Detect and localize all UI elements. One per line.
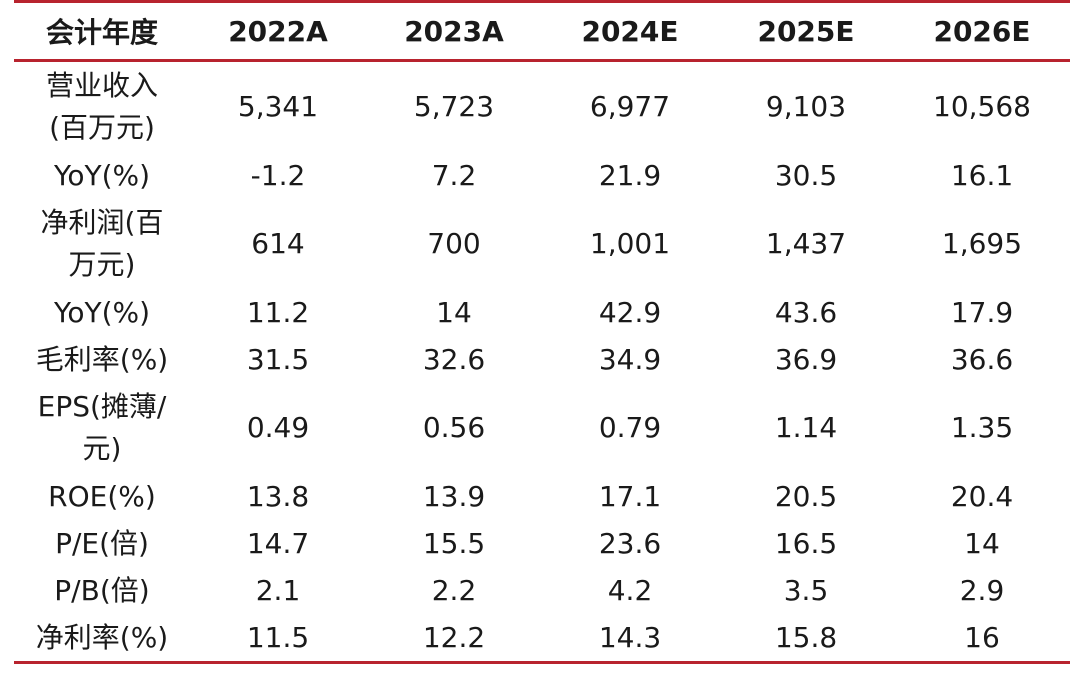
financial-forecast-table-container: 会计年度 2022A 2023A 2024E 2025E 2026E 营业收入(…	[14, 0, 1070, 664]
table-cell: 3.5	[783, 573, 829, 607]
table-cell: 1,437	[765, 227, 847, 260]
table-row-revenue: 营业收入(百万元) 5,341 5,723 6,977 9,103 10,568	[14, 61, 1070, 153]
table-cell: 14.7	[246, 526, 310, 560]
table-row-pb: P/B(倍) 2.1 2.2 4.2 3.5 2.9	[14, 567, 1070, 614]
header-row: 会计年度 2022A 2023A 2024E 2025E 2026E	[14, 0, 1070, 62]
row-label: 毛利率(%)	[35, 342, 169, 376]
financial-forecast-table: 会计年度 2022A 2023A 2024E 2025E 2026E 营业收入(…	[14, 0, 1070, 664]
header-cell-fiscal-year: 会计年度	[14, 0, 190, 62]
table-row-net-profit: 净利润(百万元) 614 700 1,001 1,437 1,695	[14, 199, 1070, 289]
table-cell: 10,568	[933, 90, 1031, 123]
table-cell: 0.79	[598, 411, 662, 444]
table-cell: 16	[894, 614, 1070, 664]
table-row-revenue-yoy: YoY(%) -1.2 7.2 21.9 30.5 16.1	[14, 152, 1070, 199]
table-cell: 5,341	[237, 90, 319, 123]
table-cell: -1.2	[250, 158, 306, 192]
table-cell: 17.9	[950, 295, 1014, 329]
table-row-net-profit-yoy: YoY(%) 11.2 14 42.9 43.6 17.9	[14, 289, 1070, 336]
table-cell: 30.5	[774, 158, 838, 192]
table-cell: 15.5	[422, 526, 486, 560]
table-cell: 11.5	[190, 614, 366, 664]
table-cell: 2.2	[431, 573, 477, 607]
row-label: EPS(摊薄/元)	[14, 383, 190, 473]
table-cell: 700	[427, 227, 481, 260]
table-cell: 9,103	[765, 90, 847, 123]
table-cell: 13.9	[422, 479, 486, 513]
table-cell: 34.9	[598, 342, 662, 376]
table-cell: 36.6	[950, 342, 1014, 376]
table-cell: 2.9	[959, 573, 1005, 607]
table-cell: 1,001	[589, 227, 671, 260]
table-cell: 20.5	[774, 479, 838, 513]
table-cell: 7.2	[431, 158, 477, 192]
row-label-text: 净利润(百万元)	[40, 206, 164, 281]
table-cell: 2.1	[255, 573, 301, 607]
table-cell: 14	[436, 295, 472, 329]
row-label: ROE(%)	[48, 479, 156, 513]
table-cell: 16.5	[774, 526, 838, 560]
table-row-gross-margin: 毛利率(%) 31.5 32.6 34.9 36.9 36.6	[14, 336, 1070, 383]
table-cell: 1.35	[950, 411, 1014, 444]
table-cell: 4.2	[607, 573, 653, 607]
table-cell: 43.6	[774, 295, 838, 329]
table-cell: 0.56	[422, 411, 486, 444]
table-cell: 31.5	[246, 342, 310, 376]
table-cell: 14	[964, 526, 1000, 560]
row-label: 净利润(百万元)	[14, 199, 190, 289]
row-label-text: 营业收入(百万元)	[45, 69, 158, 144]
table-cell: 13.8	[246, 479, 310, 513]
table-cell: 21.9	[598, 158, 662, 192]
table-cell: 614	[251, 227, 305, 260]
table-row-roe: ROE(%) 13.8 13.9 17.1 20.5 20.4	[14, 473, 1070, 520]
header-cell-year: 2023A	[366, 0, 542, 62]
table-row-net-margin: 净利率(%) 11.5 12.2 14.3 15.8 16	[14, 614, 1070, 664]
table-cell: 5,723	[413, 90, 495, 123]
table-cell: 14.3	[542, 614, 718, 664]
table-cell: 32.6	[422, 342, 486, 376]
table-cell: 12.2	[366, 614, 542, 664]
row-label: YoY(%)	[53, 295, 151, 329]
table-cell: 1,695	[941, 227, 1023, 260]
table-cell: 0.49	[246, 411, 310, 444]
table-cell: 11.2	[246, 295, 310, 329]
table-cell: 42.9	[598, 295, 662, 329]
header-cell-year: 2024E	[542, 0, 718, 62]
table-row-eps: EPS(摊薄/元) 0.49 0.56 0.79 1.14 1.35	[14, 383, 1070, 473]
row-label: YoY(%)	[53, 158, 151, 192]
header-cell-year: 2022A	[190, 0, 366, 62]
table-cell: 23.6	[598, 526, 662, 560]
row-label: P/B(倍)	[54, 573, 150, 607]
table-cell: 6,977	[589, 90, 671, 123]
row-label: 净利率(%)	[14, 614, 190, 664]
row-label-text: EPS(摊薄/元)	[37, 390, 167, 465]
table-cell: 15.8	[718, 614, 894, 664]
header-cell-year: 2026E	[894, 0, 1070, 62]
table-cell: 17.1	[598, 479, 662, 513]
header-cell-year: 2025E	[718, 0, 894, 62]
row-label: 营业收入(百万元)	[14, 61, 190, 153]
table-cell: 16.1	[950, 158, 1014, 192]
table-cell: 20.4	[950, 479, 1014, 513]
row-label: P/E(倍)	[55, 526, 149, 560]
table-cell: 36.9	[774, 342, 838, 376]
table-row-pe: P/E(倍) 14.7 15.5 23.6 16.5 14	[14, 520, 1070, 567]
table-cell: 1.14	[774, 411, 838, 444]
